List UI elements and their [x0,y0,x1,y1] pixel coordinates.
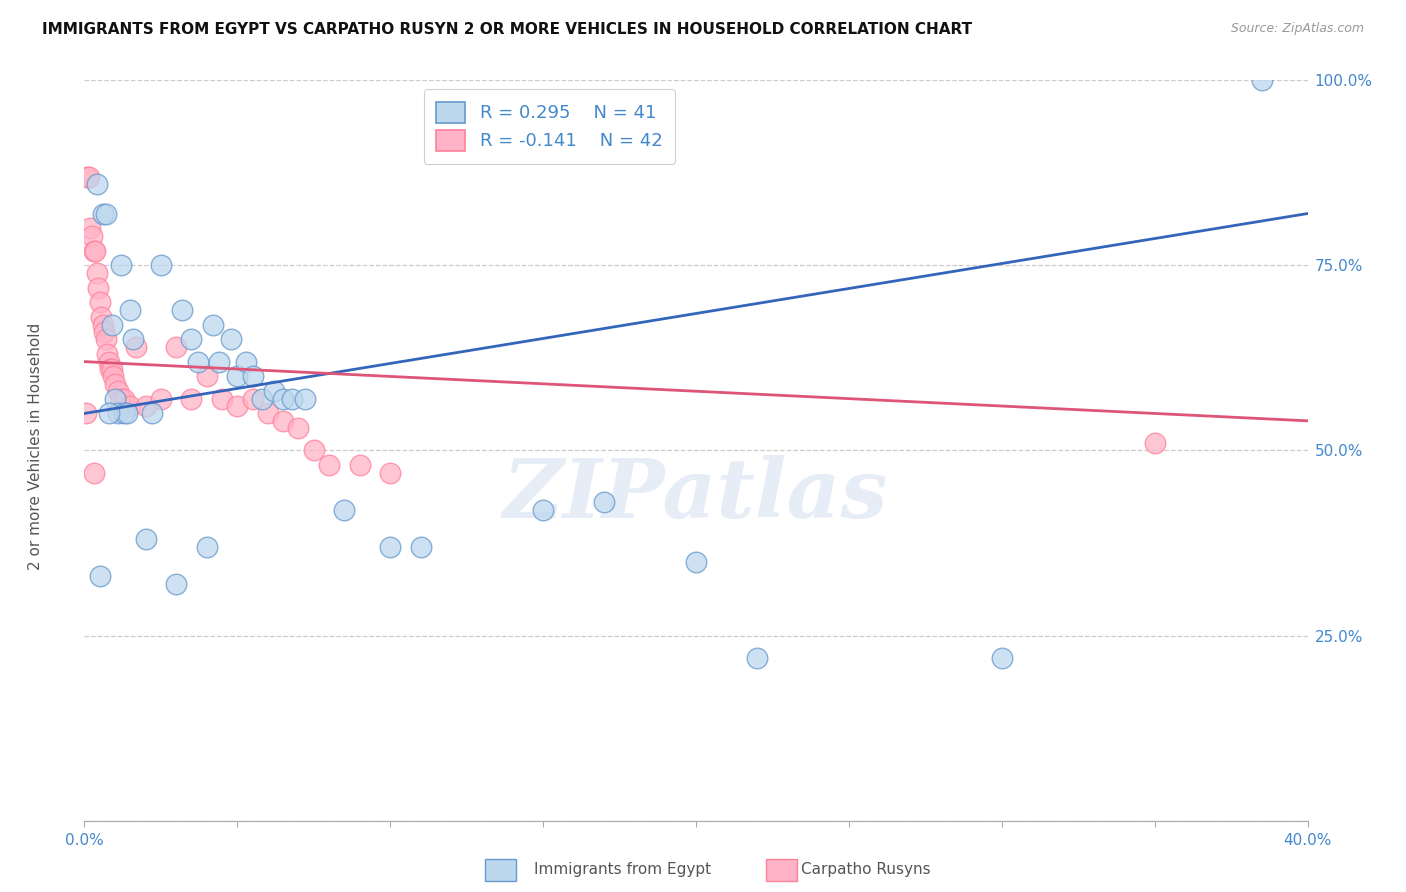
Point [208,354,231,368]
Point [149,259,172,273]
Point [87,280,110,294]
Text: ZIPatlas: ZIPatlas [503,455,889,535]
Text: Carpatho Rusyns: Carpatho Rusyns [801,863,931,877]
Point [77,169,100,184]
Point [86,177,108,191]
Point [141,407,163,421]
Point [107,384,129,399]
Point [165,340,187,354]
Point [287,421,309,435]
Point [104,392,127,406]
Point [186,354,208,368]
Point [165,576,187,591]
Point [281,392,304,406]
Point [112,392,135,406]
Point [242,369,264,384]
Point [333,502,356,516]
Point [201,318,224,332]
Point [110,392,132,406]
Point [110,259,132,273]
Point [149,392,172,406]
Text: Source: ZipAtlas.com: Source: ZipAtlas.com [1230,22,1364,36]
Point [125,340,148,354]
Point [91,318,114,332]
Point [380,540,402,554]
Point [120,399,142,413]
Point [1143,436,1166,450]
Point [195,369,218,384]
Point [593,495,616,509]
Text: 2 or more Vehicles in Household: 2 or more Vehicles in Household [28,322,42,570]
Point [83,244,105,258]
Point [263,384,285,399]
Point [242,392,264,406]
Point [120,302,142,317]
Point [101,318,124,332]
Legend: R = 0.295    N = 41, R = -0.141    N = 42: R = 0.295 N = 41, R = -0.141 N = 42 [423,89,675,163]
Point [98,362,121,376]
Point [84,244,107,258]
Point [747,650,769,665]
Point [122,333,145,347]
Point [104,376,127,391]
Point [76,169,98,184]
Point [93,325,115,339]
Point [107,407,129,421]
Point [250,392,273,406]
Point [172,302,194,317]
Point [89,569,111,583]
Point [135,533,157,547]
Point [83,466,105,480]
Point [380,466,402,480]
Point [409,540,432,554]
Text: Immigrants from Egypt: Immigrants from Egypt [534,863,711,877]
Point [94,206,117,220]
Point [90,310,112,325]
Point [991,650,1014,665]
Point [79,221,101,235]
Point [226,369,249,384]
Point [91,206,114,220]
Point [257,407,280,421]
Point [112,407,135,421]
Point [302,443,325,458]
Point [226,399,249,413]
Point [271,414,294,428]
Point [115,407,138,421]
Point [318,458,340,473]
Text: IMMIGRANTS FROM EGYPT VS CARPATHO RUSYN 2 OR MORE VEHICLES IN HOUSEHOLD CORRELAT: IMMIGRANTS FROM EGYPT VS CARPATHO RUSYN … [42,22,973,37]
Point [103,369,125,384]
Point [349,458,371,473]
Point [96,347,118,361]
Point [97,407,120,421]
Point [219,333,242,347]
Point [180,333,202,347]
Point [235,354,257,368]
Point [80,228,103,243]
Point [86,266,108,280]
Point [685,555,707,569]
Point [135,399,157,413]
Point [94,333,117,347]
Point [531,502,554,516]
Point [1250,73,1272,87]
Point [180,392,202,406]
Point [89,295,111,310]
Point [294,392,316,406]
Point [97,354,120,368]
Point [195,540,218,554]
Point [211,392,233,406]
Point [271,392,294,406]
Point [101,362,124,376]
Point [75,407,97,421]
